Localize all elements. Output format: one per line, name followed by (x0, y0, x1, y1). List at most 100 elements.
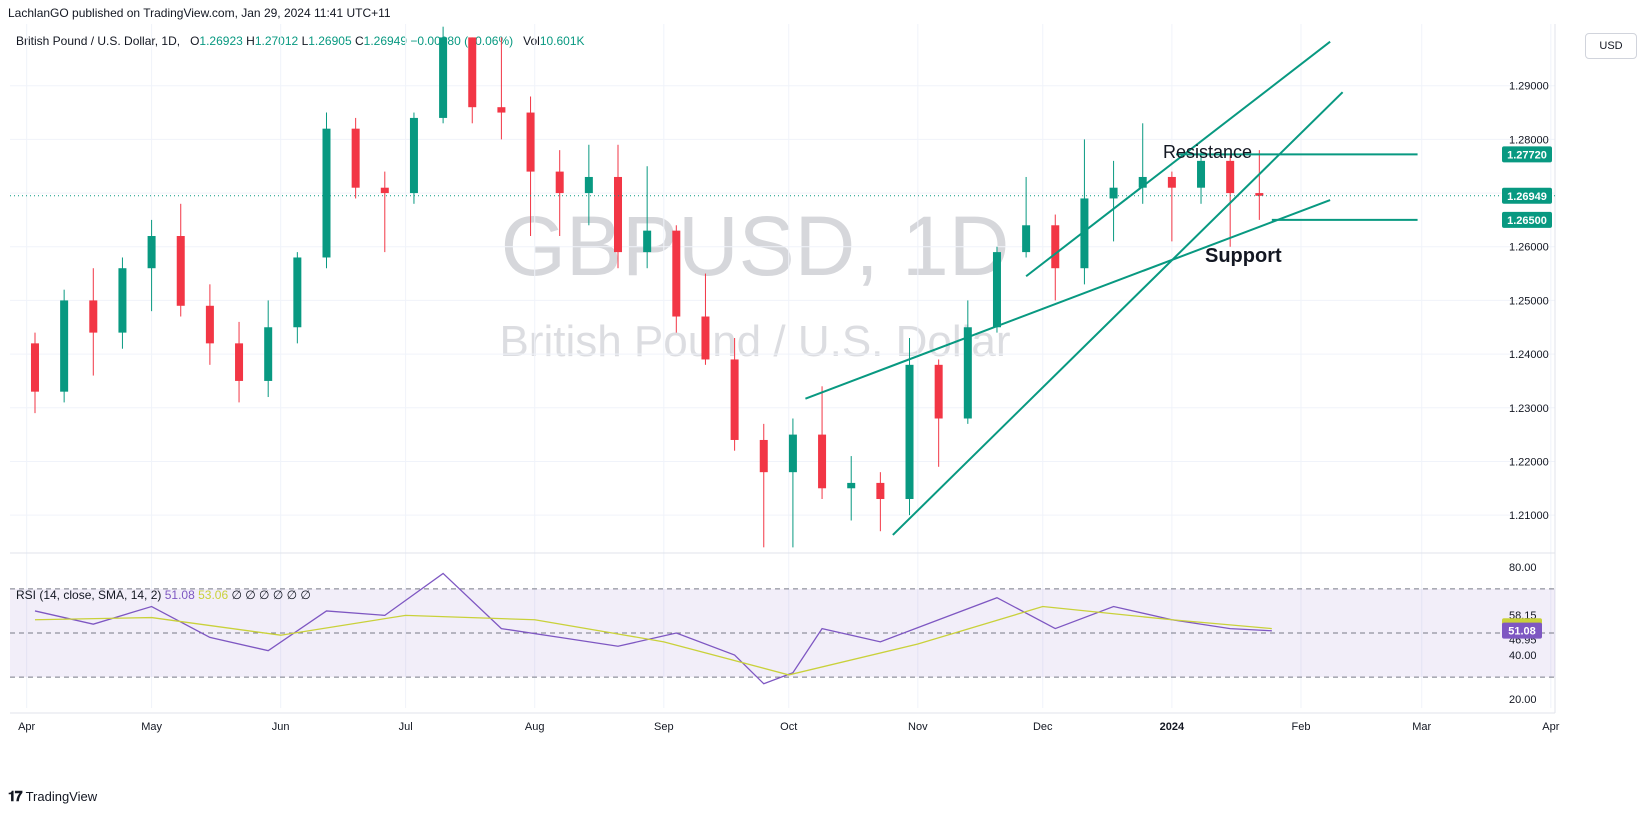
candle-body[interactable] (1138, 176, 1147, 188)
rsi-y-tick-label: 40.00 (1509, 650, 1537, 662)
candle-body[interactable] (643, 230, 652, 253)
symbol-name[interactable]: British Pound / U.S. Dollar, 1D, (16, 34, 181, 48)
candle-body[interactable] (555, 171, 564, 194)
price-axis-label-box (1502, 146, 1552, 163)
high-value: 1.27012 (254, 34, 299, 48)
candle-body[interactable] (934, 364, 943, 419)
candle-body[interactable] (876, 482, 885, 500)
candle-body[interactable] (1197, 160, 1206, 188)
y-tick-label: 1.23000 (1509, 403, 1549, 415)
rsi-axis-label-box (1502, 622, 1542, 639)
support-label: Support (1205, 245, 1282, 267)
candle-body[interactable] (497, 107, 506, 113)
high-label: H (246, 34, 255, 48)
rsi-y-tick-label: 20.00 (1509, 694, 1537, 706)
rsi-sma-line (34, 605, 1272, 676)
change-value: −0.00080 (−0.06%) (410, 34, 514, 48)
candle-body[interactable] (672, 230, 681, 317)
candle-body[interactable] (1109, 187, 1118, 199)
rsi-legend-value: 51.08 (164, 588, 195, 602)
candle-body[interactable] (584, 176, 593, 194)
y-tick-label: 1.26000 (1509, 242, 1549, 254)
rsi-legend: RSI (14, close, SMA, 14, 2) 51.08 53.06 … (16, 588, 311, 602)
price-axis-label-box (1502, 187, 1552, 204)
candle-body[interactable] (905, 364, 914, 500)
tradingview-logo-icon: 𝟏𝟕 (8, 788, 23, 804)
candle-body[interactable] (322, 128, 331, 258)
candle-body[interactable] (176, 236, 185, 306)
trendline[interactable] (892, 91, 1344, 536)
candle-body[interactable] (60, 300, 69, 392)
candle-body[interactable] (1022, 225, 1031, 253)
candle-body[interactable] (1080, 198, 1089, 269)
candle-body[interactable] (118, 268, 127, 333)
x-tick-label: Sep (654, 721, 674, 733)
x-tick-label: Mar (1412, 721, 1431, 733)
candle-body[interactable] (788, 434, 797, 473)
candle-body[interactable] (701, 316, 710, 360)
candle-body[interactable] (409, 117, 418, 194)
currency-button[interactable]: USD (1585, 33, 1637, 59)
x-tick-label: Apr (1542, 721, 1559, 733)
candle-body[interactable] (30, 343, 39, 392)
rsi-legend-sma-value: 53.06 (198, 588, 229, 602)
candle-body[interactable] (847, 482, 856, 489)
x-tick-label: Jun (272, 721, 290, 733)
price-axis-label-box (1502, 211, 1552, 228)
rsi-y-tick-label: 80.00 (1509, 562, 1537, 574)
footer-brand-text: TradingView (25, 789, 98, 804)
candle-body[interactable] (818, 434, 827, 489)
open-label: O (190, 34, 200, 48)
ohlc-values: O1.26923 H1.27012 L1.26905 C1.26949 −0.0… (190, 34, 513, 48)
rsi-legend-label[interactable]: RSI (14, close, SMA, 14, 2) (16, 588, 162, 602)
candle-body[interactable] (89, 300, 98, 333)
x-tick-label: Nov (908, 721, 928, 733)
candle-body[interactable] (963, 327, 972, 419)
close-value: 1.26949 (363, 34, 408, 48)
footer-brand[interactable]: 𝟏𝟕 TradingView (8, 788, 97, 805)
volume-label: Vol (523, 34, 540, 48)
candle-body[interactable] (264, 327, 273, 381)
y-tick-label: 1.21000 (1509, 510, 1549, 522)
candle-body[interactable] (992, 252, 1001, 328)
candle-body[interactable] (1167, 176, 1176, 188)
candle-body[interactable] (468, 37, 477, 108)
candle-body[interactable] (439, 37, 448, 118)
trendline[interactable] (805, 199, 1331, 400)
rsi-axis-label: 51.08 (1508, 626, 1536, 638)
candle-body[interactable] (293, 257, 302, 328)
x-tick-label: May (141, 721, 162, 733)
x-tick-label: Oct (780, 721, 797, 733)
candle-body[interactable] (205, 305, 214, 344)
symbol-legend: British Pound / U.S. Dollar, 1D, O1.2692… (16, 34, 585, 48)
y-tick-label: 1.22000 (1509, 456, 1549, 468)
low-label: L (301, 34, 309, 48)
volume: Vol10.601K (523, 34, 584, 48)
publisher-line: LachlanGO published on TradingView.com, … (8, 6, 391, 20)
candle-body[interactable] (380, 187, 389, 194)
price-axis-label: 1.26500 (1507, 215, 1547, 227)
close-label: C (354, 34, 364, 48)
trendline[interactable] (1025, 40, 1331, 278)
candle-body[interactable] (235, 343, 244, 381)
y-tick-label: 1.24000 (1509, 349, 1549, 361)
candle-body[interactable] (1226, 160, 1235, 194)
x-tick-label: 2024 (1160, 721, 1185, 733)
y-tick-label: 1.25000 (1509, 295, 1549, 307)
x-tick-label: Jul (399, 721, 413, 733)
candle-body[interactable] (730, 359, 739, 440)
candle-body[interactable] (351, 128, 360, 188)
candle-body[interactable] (759, 439, 768, 473)
candle-body[interactable] (614, 176, 623, 253)
candle-body[interactable] (1051, 225, 1060, 269)
watermark-name: British Pound / U.S. Dollar (499, 317, 1010, 366)
watermark-ticker: GBPUSD, 1D (501, 199, 1010, 293)
candle-body[interactable] (526, 112, 535, 172)
open-value: 1.26923 (199, 34, 243, 48)
rsi-band (10, 588, 1555, 678)
candle-body[interactable] (147, 236, 156, 269)
x-tick-label: Dec (1033, 721, 1053, 733)
candle-body[interactable] (1255, 193, 1264, 196)
y-tick-label: 1.29000 (1509, 81, 1549, 93)
